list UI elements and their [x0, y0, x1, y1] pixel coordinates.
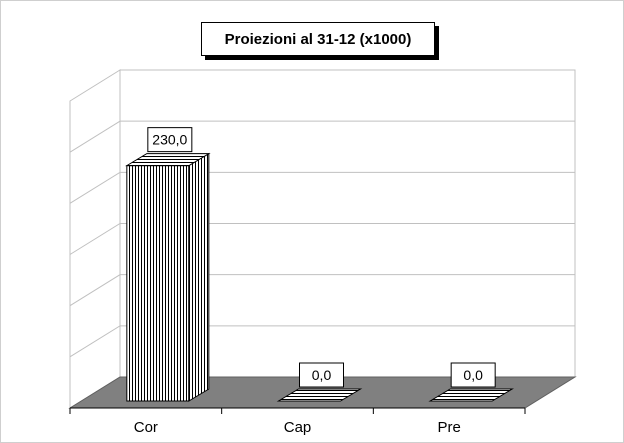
x-tick-labels: Cor Cap Pre	[134, 419, 461, 436]
data-label-box	[147, 127, 193, 153]
data-label-box	[450, 362, 496, 388]
data-label-box	[299, 362, 344, 388]
gridline	[69, 120, 575, 153]
bar-top-face	[276, 388, 363, 402]
data-label-text: 230,0	[152, 132, 187, 148]
x-tick-label-cap: Cap	[284, 419, 312, 436]
gridline	[69, 325, 575, 358]
data-label-cor: 230,0	[147, 127, 193, 153]
gridline	[69, 274, 575, 307]
x-axis	[69, 407, 526, 414]
data-label-cap: 0,0	[299, 362, 344, 388]
data-label-text: 0,0	[463, 367, 483, 383]
chart-title: Proiezioni al 31-12 (x1000)	[201, 22, 435, 56]
bar-side-face	[188, 152, 210, 402]
data-label-text: 0,0	[312, 367, 332, 383]
bar-top-face	[125, 153, 211, 167]
gridlines	[69, 120, 575, 358]
data-label-pre: 0,0	[450, 362, 496, 388]
bar-pre	[428, 388, 514, 402]
bars	[125, 152, 514, 402]
bar-front-face	[126, 165, 190, 402]
chart-title-box: Proiezioni al 31-12 (x1000)	[201, 22, 439, 60]
bar-top-face	[428, 388, 514, 402]
gridline	[69, 171, 575, 204]
x-tick-label-cor: Cor	[134, 419, 158, 436]
bar-cap	[276, 388, 363, 402]
bar-cor	[125, 152, 211, 402]
gridline	[69, 223, 575, 255]
x-tick-label-pre: Pre	[437, 419, 460, 436]
data-labels: 230,0 0,0 0,0	[147, 127, 496, 388]
